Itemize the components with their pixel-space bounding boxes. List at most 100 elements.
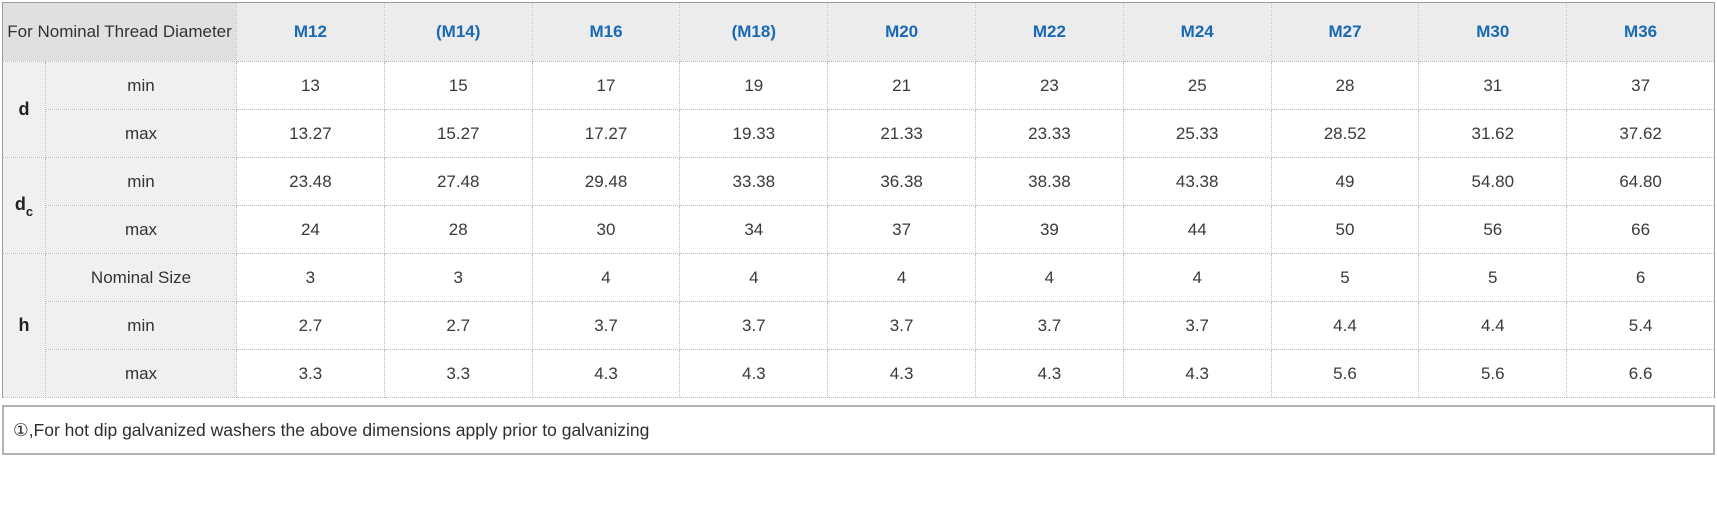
value-cell: 54.80	[1418, 157, 1568, 206]
value-cell: 15.27	[383, 109, 533, 158]
value-cell: 28	[383, 205, 533, 254]
row-sublabel: max	[44, 109, 238, 158]
value-cell: 4.3	[1122, 349, 1272, 398]
value-cell: 4	[975, 253, 1124, 302]
value-cell: 64.80	[1566, 157, 1715, 206]
value-cell: 4.3	[975, 349, 1124, 398]
column-header-m36[interactable]: M36	[1566, 2, 1715, 62]
row-group-label-text: h	[18, 315, 30, 335]
table-body: d min 13 15 17 19 21 23 25 28 31 37 max 13.27 15.27 17.…	[2, 61, 1715, 398]
table-row: max 13.27 15.27 17.27 19.33 21.33 23.33 25.33 28…	[3, 109, 1715, 158]
row-group-label-d: d	[2, 61, 46, 158]
value-cell: 33.38	[679, 157, 829, 206]
footnote-box: ①,For hot dip galvanized washers the abo…	[2, 405, 1715, 455]
column-header-m30[interactable]: M30	[1418, 2, 1568, 62]
row-sublabel: max	[44, 205, 238, 254]
value-cell: 19.33	[679, 109, 829, 158]
column-header-m18[interactable]: (M18)	[679, 2, 829, 62]
row-group-label-h: h	[2, 253, 46, 398]
value-cell: 29.48	[531, 157, 681, 206]
value-cell: 3	[383, 253, 533, 302]
value-cell: 4	[531, 253, 681, 302]
value-cell: 3	[236, 253, 385, 302]
row-group-label-text: d	[14, 193, 26, 214]
value-cell: 23.48	[236, 157, 385, 206]
value-cell: 3.7	[679, 301, 829, 350]
value-cell: 23.33	[975, 109, 1124, 158]
value-cell: 31.62	[1418, 109, 1568, 158]
value-cell: 4.3	[827, 349, 976, 398]
column-header-m16[interactable]: M16	[531, 2, 681, 62]
value-cell: 3.7	[1122, 301, 1272, 350]
row-sublabel: min	[44, 157, 238, 206]
table-row: max 24 28 30 34 37 39 44 50 56 66	[3, 205, 1715, 254]
value-cell: 17	[531, 61, 681, 110]
value-cell: 15	[383, 61, 533, 110]
value-cell: 5	[1270, 253, 1420, 302]
value-cell: 13	[236, 61, 385, 110]
row-group-label-text: d	[18, 99, 30, 119]
table-row: min 2.7 2.7 3.7 3.7 3.7 3.7 3.7 4.4 4.4 5.4	[3, 301, 1715, 350]
corner-header: For Nominal Thread Diameter	[1, 2, 238, 62]
value-cell: 13.27	[236, 109, 385, 158]
column-header-m24[interactable]: M24	[1122, 2, 1272, 62]
value-cell: 4.4	[1270, 301, 1420, 350]
value-cell: 6	[1566, 253, 1715, 302]
column-header-m22[interactable]: M22	[975, 2, 1124, 62]
value-cell: 25	[1122, 61, 1272, 110]
footnote-text: ①,For hot dip galvanized washers the abo…	[13, 419, 650, 440]
value-cell: 5.6	[1418, 349, 1568, 398]
value-cell: 43.38	[1122, 157, 1272, 206]
table-row: dc min 23.48 27.48 29.48 33.38 36.38 38.38 43.38…	[2, 157, 1715, 254]
value-cell: 5.4	[1566, 301, 1715, 350]
value-cell: 37.62	[1566, 109, 1715, 158]
value-cell: 37	[827, 205, 976, 254]
value-cell: 49	[1270, 157, 1420, 206]
value-cell: 5.6	[1270, 349, 1420, 398]
value-cell: 3.7	[975, 301, 1124, 350]
value-cell: 2.7	[383, 301, 533, 350]
header-row: For Nominal Thread Diameter M12 (M14) M16(…	[1, 2, 1715, 62]
value-cell: 21	[827, 61, 976, 110]
table-row: d min 13 15 17 19 21 23 25 28 31 37	[2, 61, 1715, 158]
value-cell: 27.48	[383, 157, 533, 206]
value-cell: 39	[975, 205, 1124, 254]
value-cell: 23	[975, 61, 1124, 110]
row-group-label-dc: dc	[2, 157, 46, 254]
washer-dimensions-table: For Nominal Thread Diameter M12 (M14) M16(…	[1, 2, 1715, 398]
value-cell: 36.38	[827, 157, 976, 206]
row-sublabel: min	[44, 61, 238, 110]
value-cell: 28	[1270, 61, 1420, 110]
column-header-m12[interactable]: M12	[236, 2, 385, 62]
table-row: h Nominal Size 3 3 4 4 4 4 4 5 5 6	[2, 253, 1715, 398]
column-header-m14[interactable]: (M14)	[383, 2, 533, 62]
value-cell: 4	[827, 253, 976, 302]
value-cell: 4	[1122, 253, 1272, 302]
value-cell: 4	[679, 253, 829, 302]
table-row: max 3.3 3.3 4.3 4.3 4.3 4.3 4.3 5.6 5.6 6.6	[3, 349, 1715, 398]
value-cell: 6.6	[1566, 349, 1715, 398]
row-group-label-subscript: c	[25, 204, 34, 220]
value-cell: 4.3	[679, 349, 829, 398]
column-header-m27[interactable]: M27	[1270, 2, 1420, 62]
page: For Nominal Thread Diameter M12 (M14) M16(…	[1, 2, 1715, 455]
value-cell: 5	[1418, 253, 1568, 302]
value-cell: 44	[1122, 205, 1272, 254]
value-cell: 4.4	[1418, 301, 1568, 350]
value-cell: 3.3	[236, 349, 385, 398]
value-cell: 2.7	[236, 301, 385, 350]
value-cell: 25.33	[1122, 109, 1272, 158]
value-cell: 3.7	[531, 301, 681, 350]
value-cell: 3.7	[827, 301, 976, 350]
value-cell: 28.52	[1270, 109, 1420, 158]
value-cell: 66	[1566, 205, 1715, 254]
value-cell: 17.27	[531, 109, 681, 158]
value-cell: 30	[531, 205, 681, 254]
value-cell: 34	[679, 205, 829, 254]
value-cell: 3.3	[383, 349, 533, 398]
row-sublabel: min	[44, 301, 238, 350]
value-cell: 31	[1418, 61, 1568, 110]
value-cell: 4.3	[531, 349, 681, 398]
row-sublabel: Nominal Size	[44, 253, 238, 302]
column-header-m20[interactable]: M20	[827, 2, 976, 62]
